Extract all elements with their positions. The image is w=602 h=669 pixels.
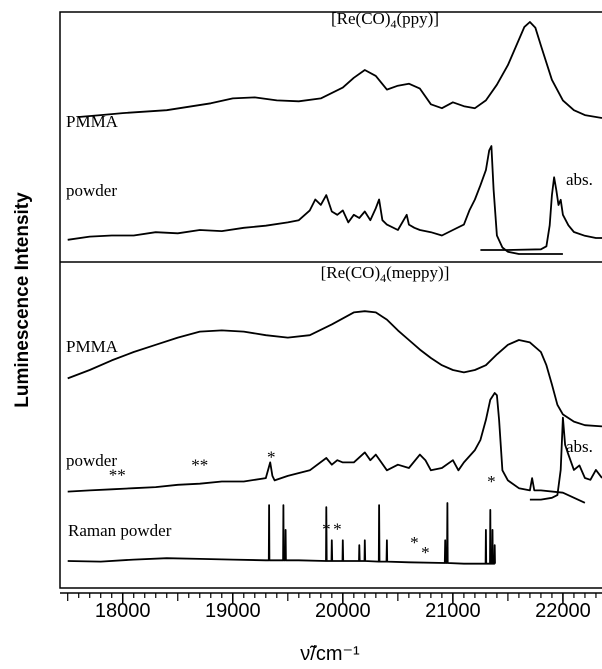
peak-marker: ** (191, 455, 208, 474)
series-label: abs. (566, 170, 593, 189)
x-tick-label: 19000 (205, 600, 261, 622)
spectrum-line (67, 145, 563, 255)
spectrum-line (67, 310, 602, 428)
series-label: powder (66, 451, 117, 470)
y-axis-label: Luminescence Intensity (12, 192, 33, 408)
spectrum-line (480, 176, 602, 251)
peak-marker: * (333, 520, 342, 539)
panel-title: [Re(CO)4(ppy)] (331, 9, 439, 31)
spectrum-line (78, 21, 602, 119)
peak-marker: * (267, 447, 276, 466)
series-label: powder (66, 181, 117, 200)
series-label: PMMA (66, 337, 119, 356)
peak-marker: ** (109, 465, 126, 484)
series-label: Raman powder (68, 521, 172, 540)
series-label: abs. (566, 437, 593, 456)
peak-marker: * (421, 543, 430, 562)
peak-marker: * (410, 533, 419, 552)
x-axis-label: ν̃/cm⁻¹ (300, 643, 360, 665)
spectrum-line (529, 416, 602, 501)
panel-title: [Re(CO)4(meppy)] (321, 263, 450, 285)
series-label: PMMA (66, 112, 119, 131)
x-tick-label: 20000 (315, 600, 371, 622)
frame (59, 11, 602, 589)
spectrum-line (67, 392, 586, 504)
spectrum-line (67, 502, 496, 565)
peak-marker: * (487, 472, 496, 491)
x-tick-label: 22000 (535, 600, 591, 622)
peak-marker: * (322, 520, 331, 539)
x-tick-label: 18000 (95, 600, 151, 622)
x-tick-label: 21000 (425, 600, 481, 622)
